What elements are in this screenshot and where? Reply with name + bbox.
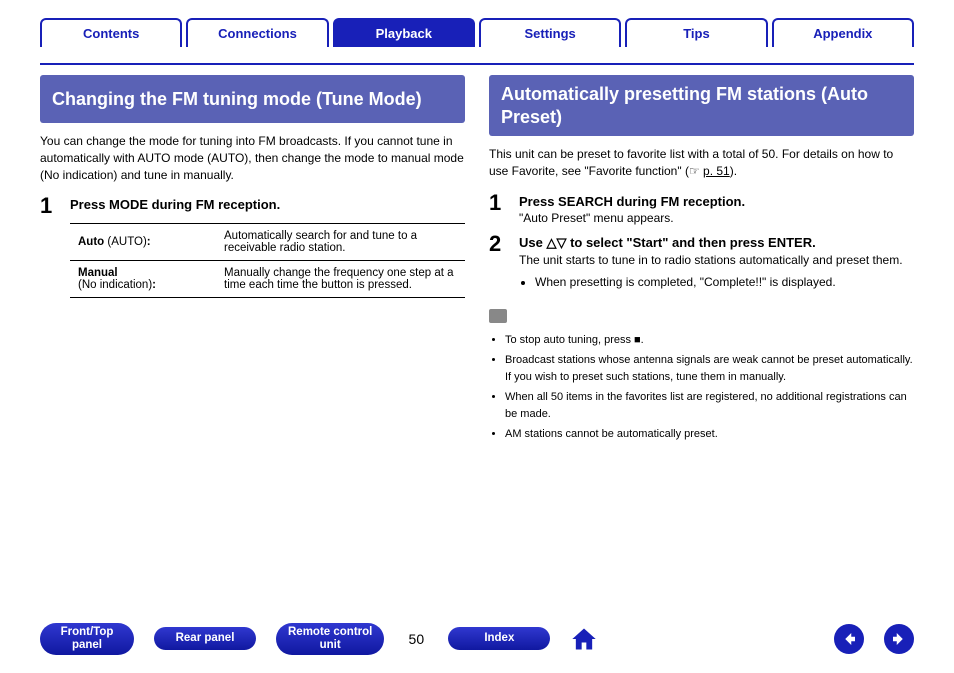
- list-item: Broadcast stations whose antenna signals…: [505, 352, 914, 385]
- list-item: When presetting is completed, "Complete!…: [535, 275, 914, 289]
- page-ref-link[interactable]: p. 51: [703, 164, 730, 178]
- right-step-2: 2 Use △▽ to select "Start" and then pres…: [489, 233, 914, 293]
- row1-desc: Automatically search for and tune to a r…: [216, 224, 465, 261]
- step-body: The unit starts to tune in to radio stat…: [519, 251, 914, 269]
- bottom-nav: Front/Toppanel Rear panel Remote control…: [40, 623, 914, 655]
- tab-settings[interactable]: Settings: [479, 18, 621, 47]
- top-tabs: Contents Connections Playback Settings T…: [40, 18, 914, 47]
- left-step-1: 1 Press MODE during FM reception.: [40, 195, 465, 217]
- tab-connections[interactable]: Connections: [186, 18, 328, 47]
- step-number: 1: [40, 195, 58, 217]
- front-top-panel-button[interactable]: Front/Toppanel: [40, 623, 134, 655]
- step-body: "Auto Preset" menu appears.: [519, 209, 914, 227]
- right-column: Automatically presetting FM stations (Au…: [489, 75, 914, 447]
- table-row: Manual (No indication): Manually change …: [70, 261, 465, 298]
- row1-colon: :: [147, 236, 151, 248]
- page-number: 50: [404, 631, 428, 647]
- pencil-note-icon: [489, 309, 507, 323]
- right-intro: This unit can be preset to favorite list…: [489, 146, 914, 180]
- left-column: Changing the FM tuning mode (Tune Mode) …: [40, 75, 465, 447]
- row1-name-rest: (AUTO): [104, 236, 147, 248]
- rear-panel-button[interactable]: Rear panel: [154, 627, 256, 650]
- step-title: Press SEARCH during FM reception.: [519, 194, 914, 209]
- list-item: When all 50 items in the favorites list …: [505, 389, 914, 422]
- row2-name: Manual: [78, 267, 118, 279]
- tab-contents[interactable]: Contents: [40, 18, 182, 47]
- list-item: AM stations cannot be automatically pres…: [505, 426, 914, 443]
- row2-desc: Manually change the frequency one step a…: [216, 261, 465, 298]
- tab-playback[interactable]: Playback: [333, 18, 475, 47]
- list-item: To stop auto tuning, press ■.: [505, 332, 914, 349]
- right-step-1: 1 Press SEARCH during FM reception. "Aut…: [489, 192, 914, 227]
- left-intro: You can change the mode for tuning into …: [40, 133, 465, 183]
- row2-colon: :: [152, 279, 156, 291]
- left-section-title: Changing the FM tuning mode (Tune Mode): [40, 75, 465, 123]
- step-title: Use △▽ to select "Start" and then press …: [519, 235, 914, 251]
- row2-sub: (No indication): [78, 279, 152, 291]
- table-row: Auto (AUTO): Automatically search for an…: [70, 224, 465, 261]
- tune-mode-table: Auto (AUTO): Automatically search for an…: [70, 223, 465, 298]
- step-number: 2: [489, 233, 507, 293]
- next-page-button[interactable]: [884, 624, 914, 654]
- row1-name-bold: Auto: [78, 236, 104, 248]
- index-button[interactable]: Index: [448, 627, 550, 650]
- step-bullets: When presetting is completed, "Complete!…: [519, 275, 914, 289]
- note-list: To stop auto tuning, press ■. Broadcast …: [489, 332, 914, 443]
- remote-control-button[interactable]: Remote controlunit: [276, 623, 384, 655]
- tab-tips[interactable]: Tips: [625, 18, 767, 47]
- tab-appendix[interactable]: Appendix: [772, 18, 914, 47]
- step-title: Press MODE during FM reception.: [70, 197, 465, 212]
- home-icon[interactable]: [570, 625, 598, 653]
- step-number: 1: [489, 192, 507, 227]
- prev-page-button[interactable]: [834, 624, 864, 654]
- tab-underline: [40, 63, 914, 65]
- right-section-title: Automatically presetting FM stations (Au…: [489, 75, 914, 136]
